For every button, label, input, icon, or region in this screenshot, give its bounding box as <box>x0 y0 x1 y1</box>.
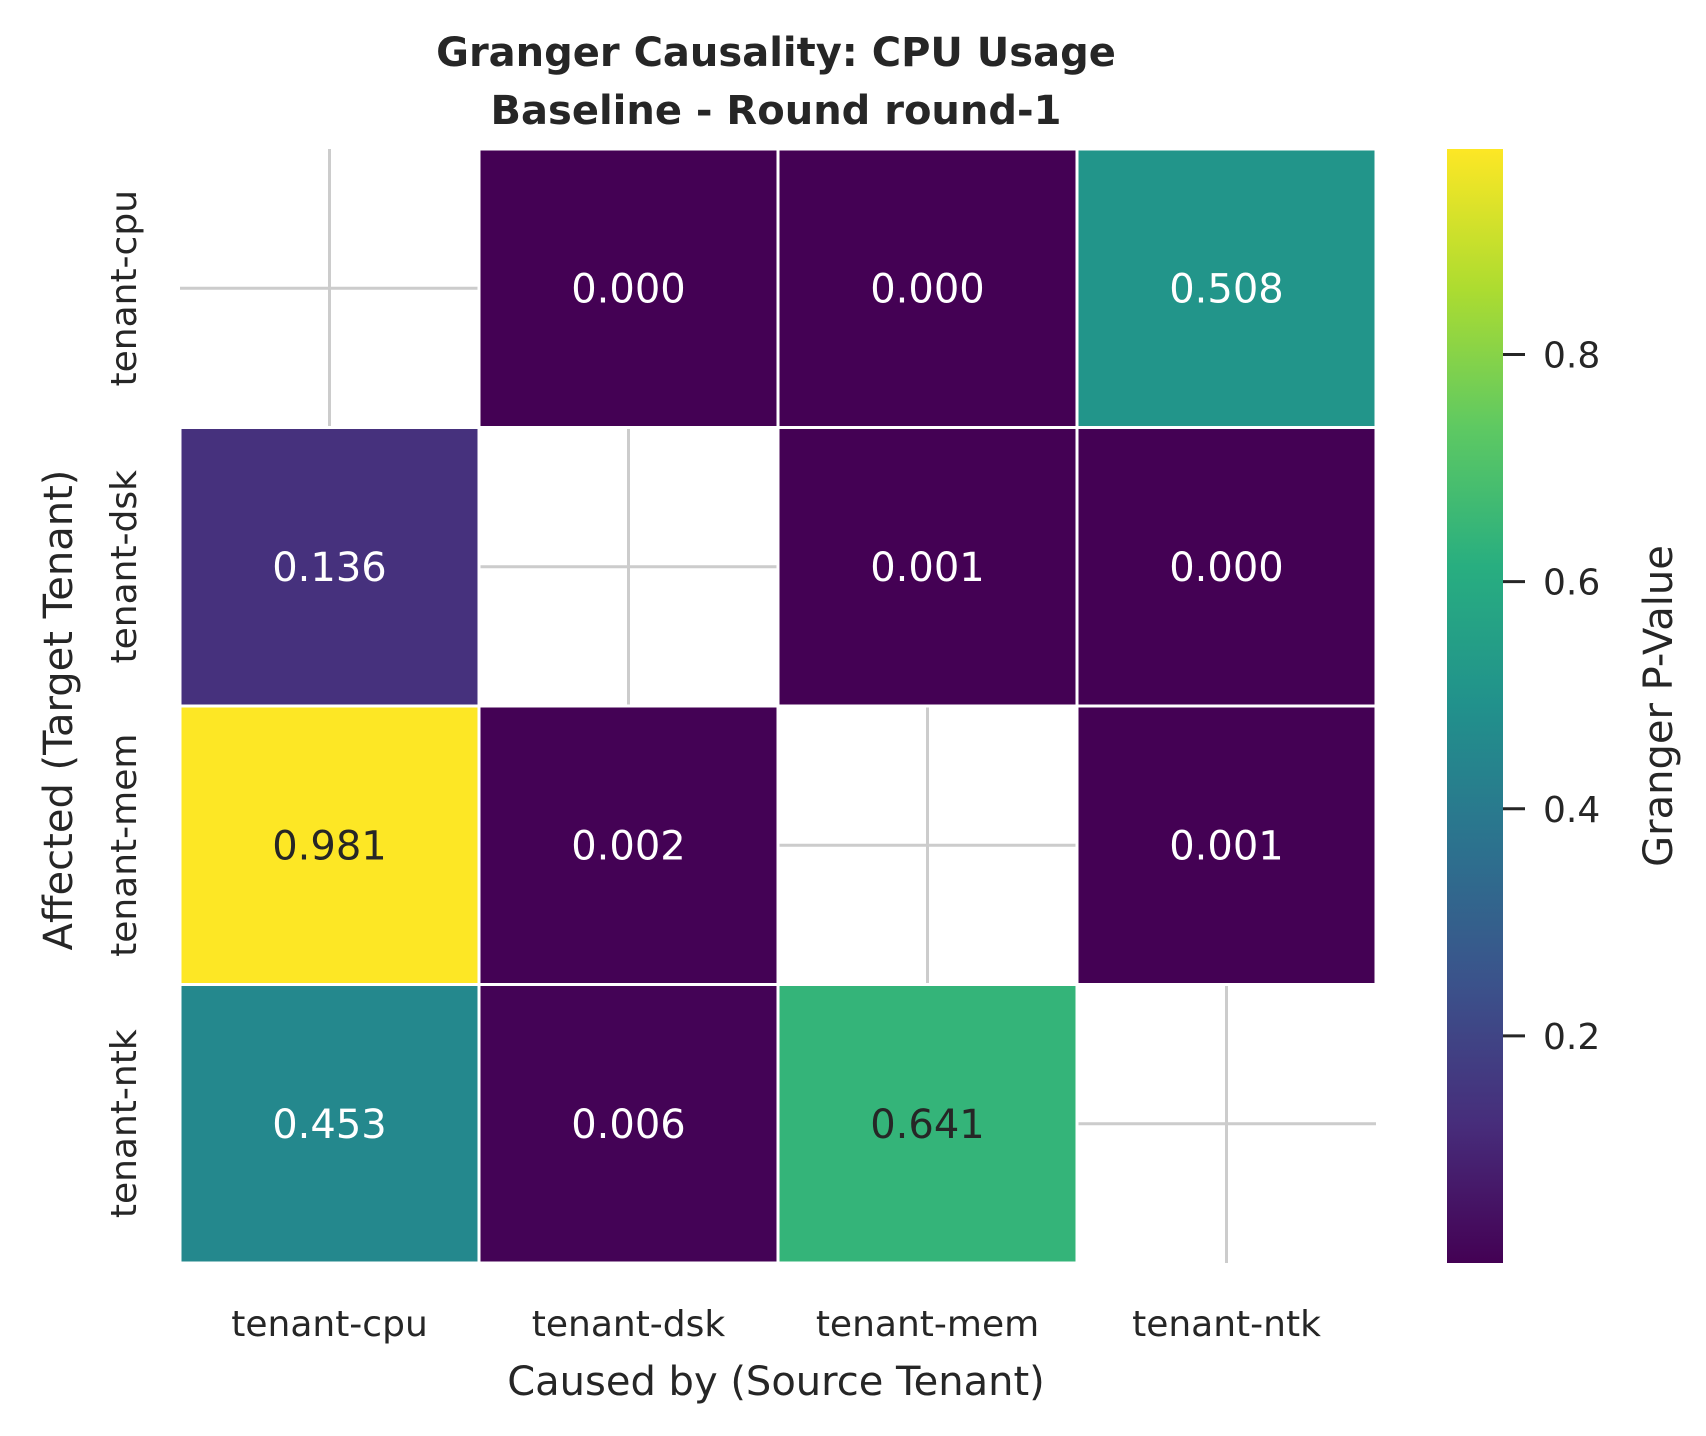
chart-subtitle: Baseline - Round round-1 <box>491 88 1062 134</box>
heatmap-cell <box>1075 704 1378 986</box>
cell-value-label: 0.508 <box>1169 266 1284 312</box>
cell-value-label: 0.136 <box>272 545 387 591</box>
y-tick-label: tenant-cpu <box>104 190 145 387</box>
cell-value-label: 0.981 <box>272 823 387 869</box>
cell-value-label: 0.000 <box>1169 545 1284 591</box>
colorbar <box>1447 149 1503 1263</box>
x-tick-label: tenant-dsk <box>532 1304 726 1345</box>
x-tick-label: tenant-ntk <box>1132 1304 1321 1345</box>
heatmap-cell <box>477 983 780 1265</box>
x-tick-labels: tenant-cpu tenant-dsk tenant-mem tenant-ntk <box>231 1304 1321 1345</box>
colorbar-label: Granger P-Value <box>1636 545 1682 867</box>
y-tick-labels: tenant-cpu tenant-dsk tenant-mem tenant-ntk <box>104 190 145 1218</box>
cell-value-label: 0.453 <box>272 1102 387 1148</box>
heatmap-cell <box>477 704 780 986</box>
chart-title: Granger Causality: CPU Usage <box>436 30 1116 76</box>
colorbar-ticks: 0.2 0.4 0.6 0.8 <box>1503 336 1600 1058</box>
heatmap-cell <box>776 983 1079 1265</box>
y-tick-label: tenant-ntk <box>104 1029 145 1218</box>
heatmap-cells: 0.000 0.000 0.508 0.136 0.001 0.000 0.981 0.002… <box>178 147 1378 1265</box>
cell-value-label: 0.000 <box>870 266 985 312</box>
cell-value-label: 0.001 <box>1169 823 1284 869</box>
x-tick-label: tenant-mem <box>816 1304 1039 1345</box>
heatmap-cell <box>178 704 481 986</box>
y-tick-label: tenant-mem <box>104 734 145 957</box>
colorbar-tick-label: 0.2 <box>1543 1017 1600 1058</box>
cell-value-label: 0.001 <box>870 545 985 591</box>
y-axis-label: Affected (Target Tenant) <box>36 470 82 951</box>
heatmap-cell <box>178 426 481 708</box>
cell-value-label: 0.000 <box>571 266 686 312</box>
cell-value-label: 0.002 <box>571 823 686 869</box>
colorbar-tick-label: 0.8 <box>1543 336 1600 377</box>
x-tick-label: tenant-cpu <box>231 1304 428 1345</box>
heatmap-cell <box>776 147 1079 429</box>
heatmap-cell <box>1075 147 1378 429</box>
x-axis-label: Caused by (Source Tenant) <box>507 1359 1045 1405</box>
y-tick-label: tenant-dsk <box>104 470 145 664</box>
colorbar-tick-label: 0.6 <box>1543 563 1600 604</box>
cell-value-label: 0.006 <box>571 1102 686 1148</box>
heatmap-cell <box>1075 426 1378 708</box>
colorbar-tick-label: 0.4 <box>1543 790 1600 831</box>
heatmap-cell <box>477 147 780 429</box>
cell-value-label: 0.641 <box>870 1102 985 1148</box>
